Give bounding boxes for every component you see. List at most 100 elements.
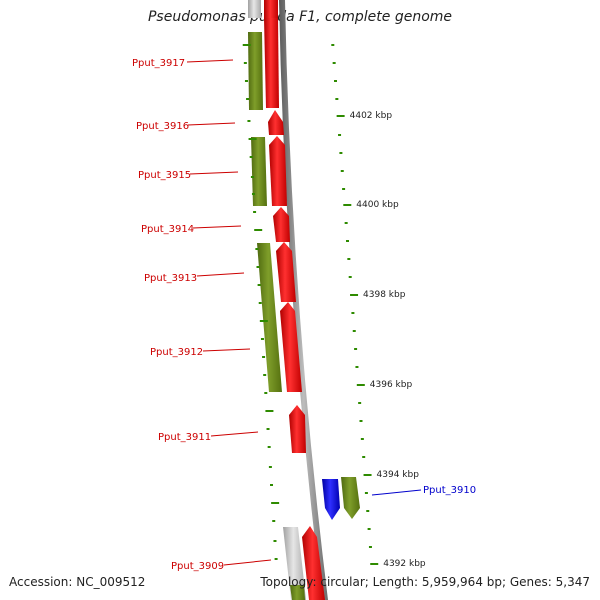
tick-right bbox=[344, 222, 348, 224]
tick-right bbox=[362, 456, 366, 458]
kbp-label: 4402 kbp bbox=[350, 111, 393, 121]
gene-partial-grey-top bbox=[248, 0, 261, 18]
gene-label[interactable]: Pput_3911 bbox=[158, 432, 211, 443]
kbp-label: 4400 kbp bbox=[356, 200, 399, 210]
gene-label-leader bbox=[223, 559, 272, 566]
tick-left bbox=[255, 248, 259, 250]
tick-right bbox=[354, 348, 358, 350]
gene-green-3915 bbox=[251, 137, 267, 206]
tick-right bbox=[339, 152, 343, 154]
gene-label-leader bbox=[210, 431, 259, 437]
gene-label-leader bbox=[186, 59, 234, 63]
topology-text: Topology: circular; Length: 5,959,964 bp… bbox=[260, 575, 590, 589]
gene-label[interactable]: Pput_3909 bbox=[171, 561, 224, 572]
tick-right bbox=[370, 563, 379, 565]
gene-label-leader bbox=[187, 122, 236, 126]
gene-label-leader bbox=[202, 348, 251, 352]
tick-right bbox=[363, 474, 372, 476]
tick-right bbox=[360, 438, 364, 440]
tick-right bbox=[366, 510, 370, 512]
gene-green-lower bbox=[290, 585, 305, 600]
gene-labels: Pput_3917 Pput_3916 Pput_3915 Pput_3914 Pput… bbox=[132, 58, 476, 572]
gene-grey-lower bbox=[283, 527, 306, 600]
gene-label[interactable]: Pput_3917 bbox=[132, 58, 185, 69]
kbp-label: 4394 kbp bbox=[377, 470, 420, 480]
tick-left bbox=[259, 320, 268, 322]
tick-left bbox=[251, 193, 255, 195]
tick-left bbox=[253, 211, 257, 213]
tick-right bbox=[348, 276, 352, 278]
tick-left bbox=[242, 44, 251, 46]
tick-right bbox=[338, 134, 342, 136]
tick-right bbox=[364, 492, 368, 494]
gene-label[interactable]: Pput_3915 bbox=[138, 170, 191, 181]
tick-right bbox=[368, 546, 372, 548]
tick-left bbox=[263, 374, 267, 376]
gene-red-3916 bbox=[268, 110, 284, 135]
tick-right bbox=[331, 44, 335, 46]
gene-red-3914 bbox=[273, 207, 290, 242]
tick-right bbox=[334, 80, 337, 82]
tick-left bbox=[274, 558, 278, 560]
accession-text: Accession: NC_009512 bbox=[9, 575, 146, 589]
gene-label[interactable]: Pput_3912 bbox=[150, 347, 203, 358]
map-title: Pseudomonas putida F1, complete genome bbox=[147, 9, 453, 25]
tick-left bbox=[267, 446, 271, 448]
gene-green-3917 bbox=[248, 32, 263, 110]
tick-left bbox=[249, 156, 253, 158]
tick-right bbox=[356, 384, 365, 386]
tick-right bbox=[351, 312, 355, 314]
tick-left bbox=[268, 466, 272, 468]
tick-right bbox=[355, 366, 359, 368]
gene-label[interactable]: Pput_3914 bbox=[141, 224, 194, 235]
tick-left bbox=[265, 410, 274, 412]
kbp-label: 4396 kbp bbox=[370, 380, 413, 390]
kbp-label: 4392 kbp bbox=[383, 559, 426, 569]
tick-left bbox=[256, 266, 260, 268]
tick-left bbox=[243, 62, 247, 64]
tick-left bbox=[254, 229, 263, 231]
tick-right bbox=[350, 294, 359, 296]
gene-red-3912 bbox=[280, 302, 302, 392]
tick-right bbox=[332, 62, 336, 64]
gene-label-leader bbox=[196, 272, 245, 277]
tick-marks bbox=[242, 44, 379, 565]
tick-left bbox=[271, 502, 280, 504]
gene-red-3917 bbox=[264, 18, 279, 108]
gene-red-3915 bbox=[269, 136, 287, 206]
gene-label-leader bbox=[371, 489, 422, 496]
gene-label[interactable]: Pput_3910 bbox=[423, 485, 476, 496]
tick-right bbox=[346, 240, 349, 242]
tick-right bbox=[343, 204, 352, 206]
tick-right bbox=[367, 528, 371, 530]
tick-right bbox=[335, 98, 339, 100]
gene-red-3909 bbox=[302, 526, 325, 600]
tick-right bbox=[336, 115, 345, 117]
tick-right bbox=[342, 188, 346, 190]
tick-right bbox=[359, 420, 363, 422]
gene-green-3910b bbox=[341, 477, 360, 519]
genome-backbone bbox=[279, 0, 328, 600]
tick-left bbox=[244, 80, 248, 82]
tick-left bbox=[258, 302, 262, 304]
gene-partial-red-top bbox=[264, 0, 278, 18]
tick-right bbox=[340, 170, 344, 172]
gene-label[interactable]: Pput_3913 bbox=[144, 273, 197, 284]
tick-right bbox=[358, 402, 362, 404]
kbp-scale: 4402 kbp 4400 kbp 4398 kbp 4396 kbp 4394 kbp… bbox=[350, 111, 426, 569]
tick-left bbox=[260, 338, 264, 340]
gene-blue-3910 bbox=[322, 479, 340, 520]
gene-green-3913 bbox=[257, 243, 282, 392]
kbp-label: 4398 kbp bbox=[363, 290, 406, 300]
tick-left bbox=[250, 176, 254, 178]
gene-label[interactable]: Pput_3916 bbox=[136, 121, 189, 132]
gene-label-leader bbox=[189, 171, 239, 175]
tick-left bbox=[247, 120, 251, 122]
gene-red-3911 bbox=[289, 405, 306, 453]
tick-right bbox=[347, 258, 351, 260]
tick-right bbox=[352, 330, 356, 332]
tick-left bbox=[273, 540, 277, 542]
tick-left bbox=[264, 392, 268, 394]
tick-left bbox=[270, 484, 274, 486]
